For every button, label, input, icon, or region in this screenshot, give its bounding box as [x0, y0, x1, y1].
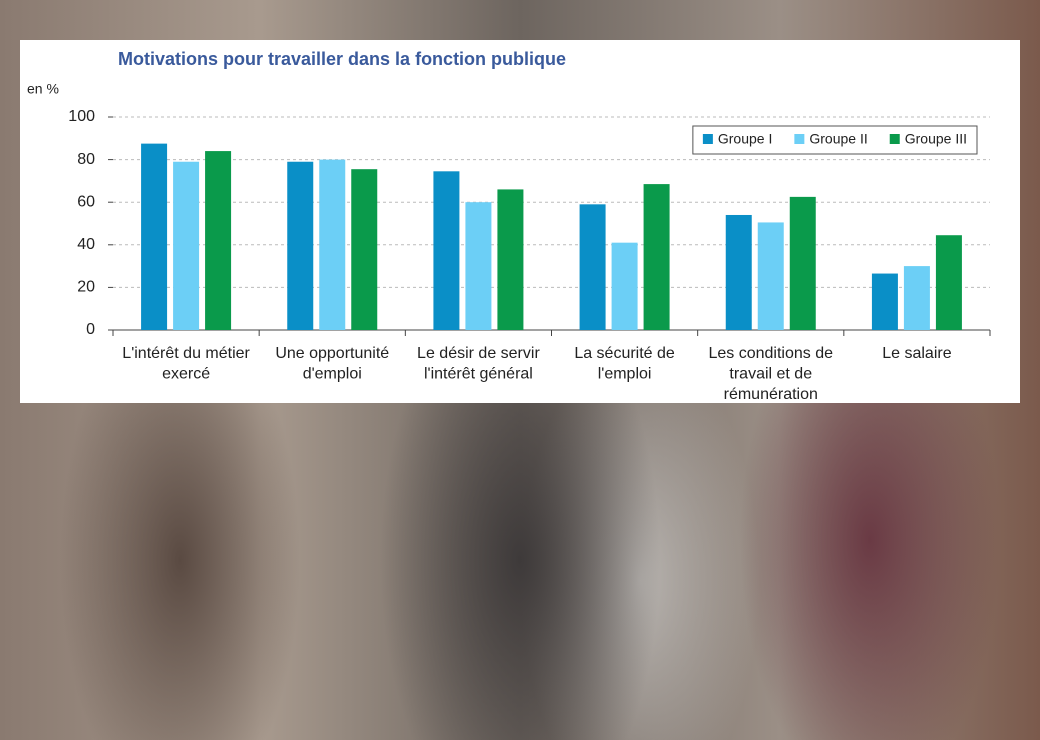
legend-label: Groupe II	[809, 131, 867, 147]
x-tick-label: L'intérêt du métier exercé	[122, 345, 250, 383]
y-tick-label: 40	[77, 236, 95, 253]
x-tick-label: Le désir de servir l'intérêt général	[417, 345, 540, 383]
label-line: Les conditions de	[708, 345, 833, 362]
bar	[141, 143, 168, 330]
y-tick-label: 0	[86, 321, 95, 338]
bar	[903, 266, 930, 330]
legend-label: Groupe I	[718, 131, 772, 147]
bar	[205, 151, 232, 330]
bar	[579, 204, 606, 330]
bar	[433, 171, 460, 330]
legend-swatch	[794, 134, 805, 144]
label-line: rémunération	[724, 386, 818, 403]
bar	[789, 196, 816, 330]
label-line: l'emploi	[598, 366, 652, 383]
bar	[287, 161, 314, 330]
bar	[497, 189, 524, 330]
bar	[319, 159, 346, 330]
bar	[935, 235, 962, 330]
legend-box	[692, 125, 978, 155]
label-line: L'intérêt du métier	[122, 345, 250, 362]
label-line: travail et de	[729, 366, 812, 383]
y-tick-label: 20	[77, 279, 95, 296]
x-tick-label: Le salaire	[882, 345, 951, 362]
label-line: Une opportunité	[275, 345, 389, 362]
bar	[643, 184, 670, 330]
bar	[871, 273, 898, 330]
bar	[725, 214, 752, 330]
bar	[611, 242, 638, 330]
y-tick-label: 60	[77, 193, 95, 210]
legend-label: Groupe III	[905, 131, 967, 147]
label-line: Le désir de servir	[417, 345, 540, 362]
x-tick-label: La sécurité de l'emploi	[574, 345, 675, 383]
bar	[173, 161, 200, 330]
bar	[757, 222, 784, 330]
x-tick-label: Une opportunité d'emploi	[275, 345, 389, 383]
legend: Groupe I Groupe II Groupe III	[702, 131, 967, 147]
label-line: La sécurité de	[574, 345, 675, 362]
label-line: l'intérêt général	[424, 366, 533, 383]
y-axis-label: en %	[27, 81, 59, 97]
label-line: exercé	[162, 366, 210, 383]
label-line: d'emploi	[303, 366, 362, 383]
y-tick-label: 100	[68, 108, 95, 125]
x-tick-label: Les conditions de travail et de rémunérati…	[708, 345, 833, 403]
bar	[465, 202, 492, 330]
y-tick-label: 80	[77, 151, 95, 168]
legend-swatch	[702, 134, 713, 144]
label-line: Le salaire	[882, 345, 951, 362]
chart-title: Motivations pour travailler dans la fonc…	[118, 49, 566, 69]
bar	[351, 169, 378, 330]
legend-swatch	[889, 134, 900, 144]
